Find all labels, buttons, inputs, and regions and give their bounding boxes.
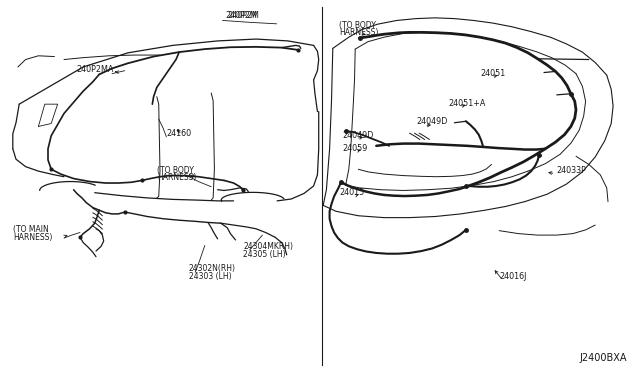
Text: 24051+A: 24051+A — [448, 99, 485, 108]
Text: 240P2MA: 240P2MA — [77, 65, 114, 74]
Text: HARNESS): HARNESS) — [157, 173, 196, 182]
Text: 24049D: 24049D — [416, 118, 447, 126]
Text: 24051: 24051 — [480, 69, 505, 78]
Text: 24016J: 24016J — [499, 272, 527, 281]
Text: 24059: 24059 — [342, 144, 368, 153]
Text: HARNESS): HARNESS) — [13, 233, 52, 242]
Text: 24305 (LH): 24305 (LH) — [243, 250, 286, 259]
Text: 240P2M: 240P2M — [227, 12, 259, 20]
Text: (TO MAIN: (TO MAIN — [13, 225, 49, 234]
Text: 24015: 24015 — [339, 188, 364, 197]
Text: HARNESS): HARNESS) — [339, 28, 379, 37]
Text: 24049D: 24049D — [342, 131, 374, 140]
Text: 24304MKRH): 24304MKRH) — [243, 242, 293, 251]
Text: 240P2M: 240P2M — [225, 11, 257, 20]
Text: 24160: 24160 — [166, 129, 191, 138]
Text: (TO BODY: (TO BODY — [339, 21, 376, 30]
Text: 24302N(RH): 24302N(RH) — [189, 264, 236, 273]
Text: 24033P: 24033P — [557, 166, 587, 175]
Text: (TO BODY: (TO BODY — [157, 166, 194, 175]
Text: J2400BXA: J2400BXA — [580, 353, 627, 363]
Text: 24303 (LH): 24303 (LH) — [189, 272, 232, 281]
